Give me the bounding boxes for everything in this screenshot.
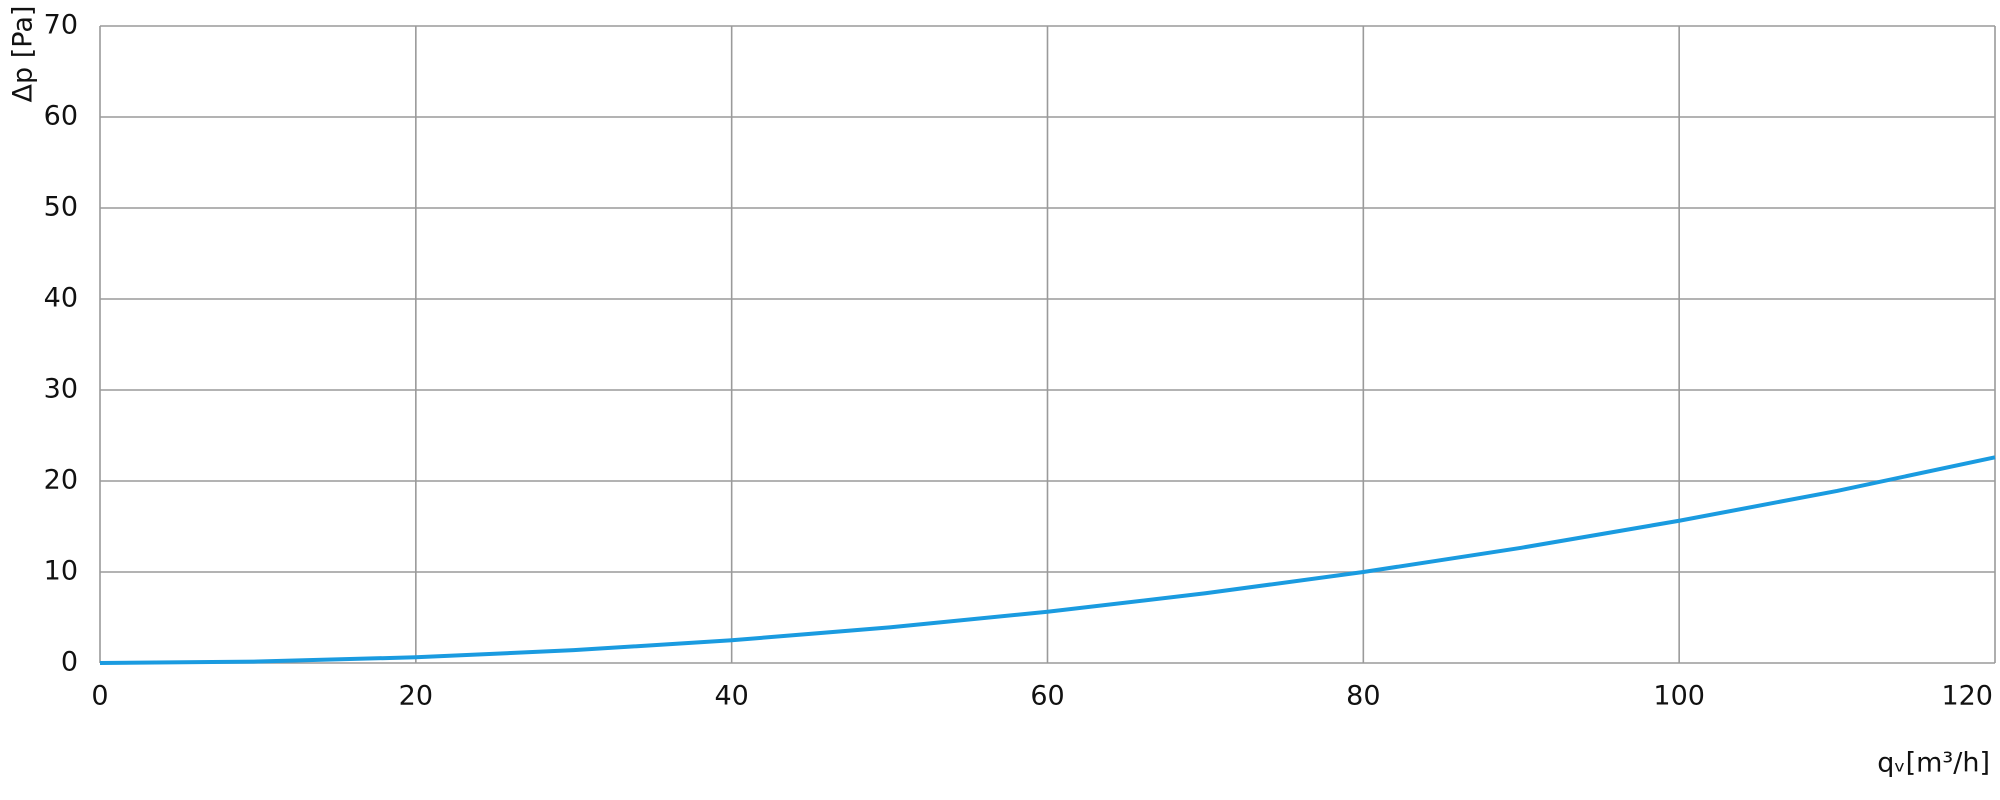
y-tick-label: 20 bbox=[44, 465, 78, 496]
y-tick-label: 60 bbox=[44, 101, 78, 132]
y-tick-label: 0 bbox=[61, 647, 78, 678]
x-tick-label: 60 bbox=[1030, 681, 1064, 712]
x-tick-label: 80 bbox=[1346, 681, 1380, 712]
y-tick-label: 50 bbox=[44, 192, 78, 223]
x-tick-label: 0 bbox=[91, 681, 108, 712]
x-tick-label: 100 bbox=[1653, 681, 1705, 712]
y-tick-label: 40 bbox=[44, 283, 78, 314]
x-axis-label: qᵥ[m³/h] bbox=[1877, 748, 1990, 779]
x-tick-label: 120 bbox=[1941, 681, 1993, 712]
y-tick-label: 70 bbox=[44, 10, 78, 41]
x-tick-label: 40 bbox=[714, 681, 748, 712]
data-line bbox=[99, 455, 1996, 665]
y-tick-label: 30 bbox=[44, 374, 78, 405]
y-tick-label: 10 bbox=[44, 556, 78, 587]
x-tick-label: 20 bbox=[399, 681, 433, 712]
y-axis-label: Δp [Pa] bbox=[8, 6, 39, 103]
